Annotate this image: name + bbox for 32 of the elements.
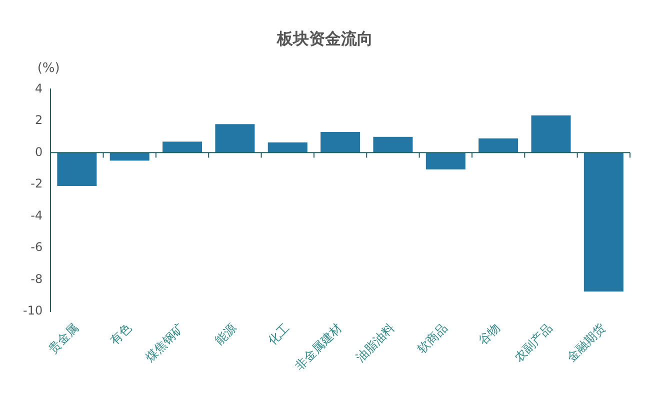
bar bbox=[531, 115, 571, 153]
bar bbox=[162, 142, 202, 153]
x-tick-label: 金融期货 bbox=[564, 320, 608, 365]
bar bbox=[268, 142, 308, 153]
y-tick-label: 2 bbox=[34, 113, 43, 128]
x-tick-label: 化工 bbox=[265, 320, 292, 348]
y-axis-title: (%) bbox=[37, 61, 60, 76]
bar bbox=[426, 152, 466, 170]
bar bbox=[57, 152, 97, 186]
bar bbox=[320, 132, 360, 153]
x-tick-label: 煤焦钢矿 bbox=[142, 320, 187, 365]
bar bbox=[110, 152, 150, 161]
y-tick-label: -8 bbox=[30, 272, 43, 286]
y-tick-label: 0 bbox=[34, 144, 43, 159]
y-tick-label: -2 bbox=[30, 176, 43, 191]
chart-title: 板块资金流向 bbox=[276, 28, 373, 48]
y-tick-label: -6 bbox=[30, 240, 43, 254]
x-tick-label: 能源 bbox=[212, 320, 240, 348]
bar bbox=[478, 138, 518, 153]
bar bbox=[584, 152, 624, 292]
x-tick-label: 油脂油料 bbox=[353, 320, 398, 365]
y-tick-label: -10 bbox=[22, 304, 43, 318]
bar bbox=[373, 136, 413, 153]
y-tick-label: -4 bbox=[30, 208, 43, 222]
x-tick-label: 有色 bbox=[107, 320, 134, 348]
y-tick-label: 4 bbox=[34, 81, 43, 96]
x-tick-label: 软商品 bbox=[414, 320, 450, 356]
bar bbox=[215, 124, 255, 153]
x-tick-label: 非金属建材 bbox=[292, 320, 345, 374]
x-tick-label: 谷物 bbox=[476, 320, 503, 348]
x-tick-label: 贵金属 bbox=[46, 320, 82, 356]
x-tick-label: 农副产品 bbox=[511, 320, 556, 365]
